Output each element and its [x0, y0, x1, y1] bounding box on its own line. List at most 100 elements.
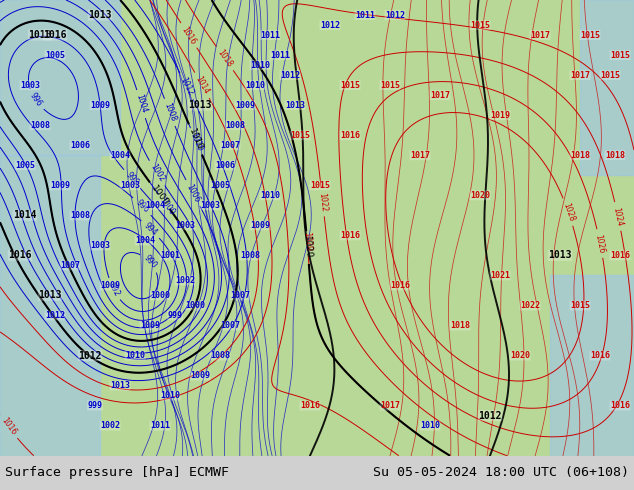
Text: 1013: 1013: [548, 250, 572, 260]
Text: 1009: 1009: [140, 321, 160, 330]
Text: 1016: 1016: [610, 251, 630, 260]
Text: 1013: 1013: [88, 10, 112, 20]
Text: Surface pressure [hPa] ECMWF: Surface pressure [hPa] ECMWF: [5, 466, 229, 479]
Text: 1014: 1014: [13, 210, 37, 221]
Text: 1010: 1010: [420, 421, 440, 430]
Text: 1012: 1012: [45, 311, 65, 320]
Text: 1008: 1008: [162, 102, 178, 123]
Text: 1016: 1016: [300, 401, 320, 410]
Text: 1016: 1016: [390, 281, 410, 290]
Text: 1016: 1016: [610, 401, 630, 410]
Text: 1007: 1007: [220, 141, 240, 150]
Text: 1016: 1016: [590, 351, 610, 360]
Bar: [580, 0, 634, 175]
Text: 1007: 1007: [220, 321, 240, 330]
Text: 1004: 1004: [145, 201, 165, 210]
Text: 1021: 1021: [490, 271, 510, 280]
Text: 1009: 1009: [90, 100, 110, 110]
Text: 1011: 1011: [355, 10, 375, 20]
Text: 1015: 1015: [340, 81, 360, 90]
Text: Su 05-05-2024 18:00 UTC (06+108): Su 05-05-2024 18:00 UTC (06+108): [373, 466, 629, 479]
Text: 1000: 1000: [185, 301, 205, 310]
Text: 1020: 1020: [510, 351, 530, 360]
Text: 1006: 1006: [70, 141, 90, 150]
Text: 1016: 1016: [0, 416, 18, 437]
Text: 1016: 1016: [43, 30, 67, 40]
Text: 1003: 1003: [120, 181, 140, 190]
Text: 1005: 1005: [15, 161, 35, 170]
Text: 1013: 1013: [110, 381, 130, 390]
Text: 1010: 1010: [245, 81, 265, 90]
Text: 1012: 1012: [78, 350, 101, 361]
Text: 1015: 1015: [290, 131, 310, 140]
Text: 1017: 1017: [380, 401, 400, 410]
Bar: [550, 275, 634, 456]
Text: 1020: 1020: [302, 236, 313, 259]
Text: 998: 998: [124, 171, 140, 187]
Text: 1017: 1017: [430, 91, 450, 99]
Text: 999: 999: [167, 311, 183, 320]
Text: 1010: 1010: [187, 127, 204, 152]
Text: 1013: 1013: [29, 30, 52, 40]
Text: 1006: 1006: [215, 161, 235, 170]
Text: 1018: 1018: [450, 321, 470, 330]
Text: 1009: 1009: [100, 281, 120, 290]
Text: 1015: 1015: [570, 301, 590, 310]
Text: 1009: 1009: [190, 371, 210, 380]
Text: 1020: 1020: [302, 231, 313, 251]
Text: 1009: 1009: [50, 181, 70, 190]
Text: 996: 996: [134, 198, 150, 215]
Text: 1012: 1012: [178, 75, 195, 97]
Text: 1017: 1017: [530, 30, 550, 40]
Text: 1015: 1015: [470, 21, 490, 29]
Text: 1001: 1001: [160, 251, 180, 260]
Text: 996: 996: [28, 91, 44, 108]
Text: 1016: 1016: [8, 250, 32, 260]
Text: 1003: 1003: [175, 221, 195, 230]
Text: 1010: 1010: [188, 131, 204, 152]
Text: 1017: 1017: [570, 71, 590, 79]
Text: 1004: 1004: [135, 236, 155, 245]
Text: 1007: 1007: [60, 261, 80, 270]
Text: 1009: 1009: [235, 100, 255, 110]
Text: 990: 990: [141, 254, 158, 270]
Text: 1003: 1003: [90, 241, 110, 250]
Text: 1010: 1010: [250, 61, 270, 70]
Text: 1008: 1008: [240, 251, 260, 260]
Bar: [0, 155, 100, 456]
Text: 1024: 1024: [612, 206, 624, 227]
Text: 1022: 1022: [520, 301, 540, 310]
Text: 1017: 1017: [410, 151, 430, 160]
Text: 1011: 1011: [150, 421, 170, 430]
Text: 1020: 1020: [470, 191, 490, 200]
Text: 1000: 1000: [158, 196, 177, 217]
Text: 1012: 1012: [320, 21, 340, 29]
Text: 1005: 1005: [45, 50, 65, 60]
Text: 1013: 1013: [285, 100, 305, 110]
Text: 1028: 1028: [561, 201, 576, 222]
Text: 1026: 1026: [593, 233, 606, 254]
Text: 1012: 1012: [385, 10, 405, 20]
Text: 1004: 1004: [134, 94, 148, 115]
Text: 1016: 1016: [180, 25, 198, 46]
Text: 992: 992: [107, 281, 121, 298]
Text: 1015: 1015: [380, 81, 400, 90]
Text: 1002: 1002: [148, 163, 166, 184]
Text: 1016: 1016: [340, 131, 360, 140]
Text: 1011: 1011: [270, 50, 290, 60]
Text: 1007: 1007: [230, 291, 250, 300]
Text: 1015: 1015: [600, 71, 620, 79]
Text: 999: 999: [87, 401, 103, 410]
Text: 1010: 1010: [125, 351, 145, 360]
Text: 1012: 1012: [478, 411, 501, 420]
Text: 1012: 1012: [280, 71, 300, 79]
Text: 1011: 1011: [260, 30, 280, 40]
Text: 1013: 1013: [188, 100, 212, 110]
Text: 1003: 1003: [200, 201, 220, 210]
Text: 1008: 1008: [70, 211, 90, 220]
Text: 1010: 1010: [260, 191, 280, 200]
Text: 1000: 1000: [150, 291, 170, 300]
Text: 1015: 1015: [580, 30, 600, 40]
Text: 1003: 1003: [20, 81, 40, 90]
Text: 1006: 1006: [184, 182, 202, 204]
